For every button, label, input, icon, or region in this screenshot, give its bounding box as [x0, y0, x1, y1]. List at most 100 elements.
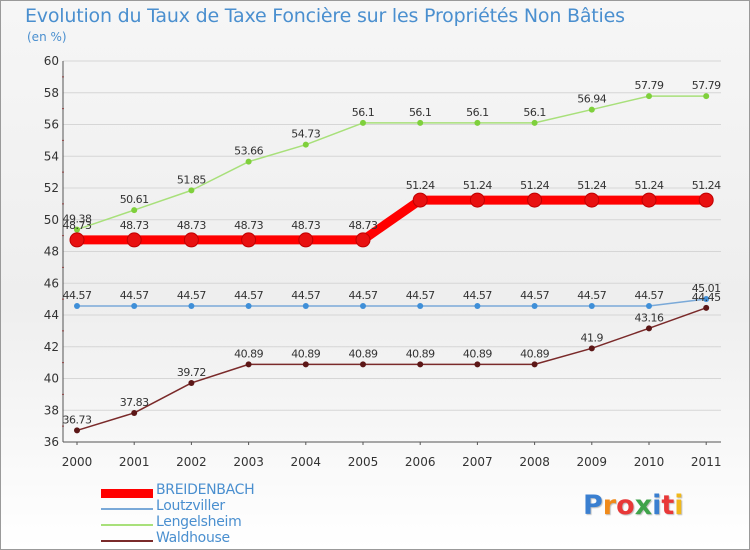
data-label: 44.57 — [291, 289, 320, 302]
data-label: 48.73 — [349, 219, 378, 232]
data-label: 36.73 — [63, 413, 92, 426]
data-point — [531, 302, 538, 309]
data-label: 57.79 — [635, 79, 664, 92]
data-label: 44.45 — [692, 291, 721, 304]
data-point — [703, 93, 710, 100]
data-point — [245, 302, 252, 309]
data-label: 48.73 — [291, 219, 320, 232]
x-tick-label: 2008 — [519, 455, 550, 469]
series-line — [76, 95, 707, 231]
data-point — [183, 232, 199, 248]
data-point — [703, 295, 710, 302]
data-point — [360, 302, 366, 309]
x-tick-label: 2000 — [62, 455, 93, 469]
data-point — [69, 232, 85, 248]
data-point — [188, 187, 195, 194]
y-axis-unit: (en %) — [27, 30, 67, 44]
legend-swatch — [101, 524, 153, 526]
legend-swatch — [101, 540, 153, 542]
data-label: 56.1 — [466, 106, 489, 119]
data-point — [531, 119, 538, 126]
y-tick-label: 46 — [44, 276, 59, 290]
data-label: 40.89 — [291, 347, 320, 360]
data-point — [302, 141, 309, 148]
data-label: 56.94 — [577, 93, 606, 106]
data-label: 44.57 — [63, 289, 92, 302]
data-label: 51.24 — [577, 179, 606, 192]
x-tick-label: 2009 — [577, 455, 608, 469]
legend-item: Lengelsheim — [101, 514, 301, 533]
data-point — [527, 192, 543, 208]
y-tick-label: 36 — [44, 435, 59, 449]
x-tick-label: 2011 — [691, 455, 722, 469]
data-point — [646, 325, 652, 332]
data-point — [412, 192, 428, 208]
data-label: 48.73 — [234, 219, 263, 232]
data-label: 50.61 — [120, 193, 149, 206]
data-point — [588, 345, 595, 352]
data-label: 56.1 — [352, 106, 375, 119]
data-point — [74, 226, 80, 233]
data-point — [131, 409, 138, 416]
data-point — [417, 119, 424, 126]
legend-label: Lengelsheim — [156, 514, 242, 530]
y-tick-label: 52 — [44, 181, 59, 195]
data-label: 44.57 — [120, 289, 149, 302]
legend-label: BREIDENBACH — [156, 482, 255, 498]
data-label: 39.72 — [177, 366, 206, 379]
legend-label: Loutzviller — [156, 498, 225, 514]
legend-item: BREIDENBACH — [101, 482, 301, 501]
data-label: 51.85 — [177, 173, 206, 186]
y-tick-label: 38 — [44, 403, 59, 417]
legend-swatch — [101, 488, 153, 498]
data-label: 44.57 — [520, 289, 549, 302]
x-tick-label: 2005 — [348, 455, 379, 469]
data-point — [646, 93, 652, 100]
data-label: 48.73 — [63, 219, 92, 232]
data-label: 48.73 — [177, 219, 206, 232]
data-label: 56.1 — [409, 106, 432, 119]
data-label: 51.24 — [692, 179, 721, 192]
data-point — [131, 207, 138, 214]
data-label: 44.57 — [177, 289, 206, 302]
legend-label: Waldhouse — [156, 530, 230, 546]
data-point — [360, 361, 366, 368]
data-label: 37.83 — [120, 396, 149, 409]
y-tick-label: 50 — [44, 213, 59, 227]
x-tick-label: 2010 — [634, 455, 665, 469]
data-point — [646, 302, 652, 309]
data-point — [584, 192, 600, 208]
data-point — [474, 361, 481, 368]
data-label: 44.57 — [635, 289, 664, 302]
data-label: 54.73 — [291, 128, 320, 141]
data-point — [245, 361, 252, 368]
data-label: 49.38 — [63, 213, 92, 226]
data-label: 44.57 — [349, 289, 378, 302]
data-point — [417, 302, 424, 309]
legend-item: Loutzviller — [101, 498, 301, 517]
data-label: 44.57 — [406, 289, 435, 302]
data-point — [531, 361, 538, 368]
data-label: 51.24 — [406, 179, 435, 192]
data-point — [417, 361, 424, 368]
data-point — [245, 158, 252, 165]
data-label: 40.89 — [349, 347, 378, 360]
data-point — [298, 232, 314, 248]
proxiti-logo: Proxiti — [583, 490, 684, 521]
data-label: 40.89 — [463, 347, 492, 360]
data-point — [360, 119, 366, 126]
series-line — [76, 307, 707, 432]
x-tick-label: 2002 — [176, 455, 207, 469]
data-label: 45.01 — [692, 282, 721, 295]
y-tick-label: 42 — [44, 340, 59, 354]
y-tick-label: 48 — [44, 245, 59, 259]
data-point — [74, 427, 80, 434]
x-tick-label: 2003 — [233, 455, 264, 469]
y-tick-label: 56 — [44, 118, 59, 132]
data-point — [241, 232, 257, 248]
series-line — [72, 195, 711, 245]
data-label: 44.57 — [234, 289, 263, 302]
data-label: 40.89 — [234, 347, 263, 360]
data-point — [74, 302, 80, 309]
